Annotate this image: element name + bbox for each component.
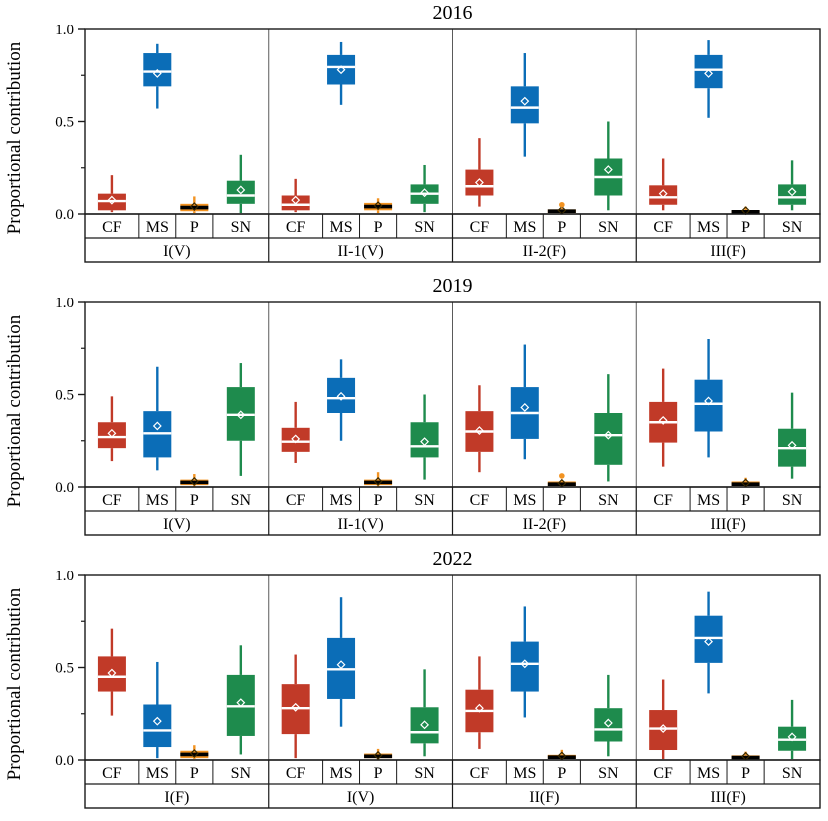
svg-text:MS: MS: [513, 765, 536, 782]
svg-text:0.5: 0.5: [55, 388, 74, 404]
svg-text:MS: MS: [513, 219, 536, 236]
svg-text:CF: CF: [653, 219, 673, 236]
svg-text:0.5: 0.5: [55, 661, 74, 677]
svg-text:I(V): I(V): [347, 789, 375, 806]
svg-text:II-2(F): II-2(F): [523, 243, 567, 260]
svg-text:MS: MS: [146, 765, 169, 782]
panel-2016: 2016 Proportional contribution 0.0 0.5 1.0…: [0, 2, 828, 275]
svg-text:CF: CF: [102, 765, 122, 782]
svg-text:P: P: [190, 765, 199, 782]
svg-text:SN: SN: [598, 219, 619, 236]
svg-text:SN: SN: [231, 765, 252, 782]
svg-text:CF: CF: [470, 765, 490, 782]
svg-text:II-2(F): II-2(F): [523, 516, 567, 533]
svg-text:0.0: 0.0: [55, 753, 74, 769]
svg-text:P: P: [374, 492, 383, 509]
svg-text:I(V): I(V): [163, 516, 191, 533]
svg-text:P: P: [374, 765, 383, 782]
svg-text:MS: MS: [513, 492, 536, 509]
svg-text:CF: CF: [470, 219, 490, 236]
svg-text:MS: MS: [697, 219, 720, 236]
svg-text:SN: SN: [782, 765, 803, 782]
svg-text:SN: SN: [231, 492, 252, 509]
svg-text:CF: CF: [286, 765, 306, 782]
svg-text:P: P: [374, 219, 383, 236]
svg-text:1.0: 1.0: [55, 25, 74, 38]
svg-text:MS: MS: [329, 219, 352, 236]
panel-2022-plot: 0.0 0.5 1.0 CF MS P SN I(F) CF MS P SN I(V) CF MS P SN II…: [55, 571, 821, 809]
svg-text:SN: SN: [782, 492, 803, 509]
svg-text:MS: MS: [329, 765, 352, 782]
svg-text:SN: SN: [598, 765, 619, 782]
svg-text:1.0: 1.0: [55, 298, 74, 311]
svg-text:CF: CF: [653, 492, 673, 509]
svg-text:SN: SN: [782, 219, 803, 236]
svg-text:SN: SN: [598, 492, 619, 509]
svg-text:CF: CF: [102, 219, 122, 236]
svg-text:SN: SN: [414, 219, 435, 236]
svg-text:P: P: [741, 219, 750, 236]
svg-text:MS: MS: [146, 492, 169, 509]
panel-2019-title: 2019: [432, 275, 473, 297]
svg-text:P: P: [557, 219, 566, 236]
svg-text:MS: MS: [697, 765, 720, 782]
svg-text:MS: MS: [329, 492, 352, 509]
svg-text:P: P: [190, 492, 199, 509]
svg-text:II-1(V): II-1(V): [338, 243, 384, 260]
svg-text:SN: SN: [414, 765, 435, 782]
svg-text:III(F): III(F): [710, 516, 746, 533]
svg-text:III(F): III(F): [710, 789, 746, 806]
svg-text:I(V): I(V): [163, 243, 191, 260]
svg-text:SN: SN: [231, 219, 252, 236]
svg-text:P: P: [557, 492, 566, 509]
svg-text:I(F): I(F): [164, 789, 189, 806]
svg-text:CF: CF: [470, 492, 490, 509]
svg-text:CF: CF: [653, 765, 673, 782]
svg-text:P: P: [741, 492, 750, 509]
svg-text:1.0: 1.0: [55, 571, 74, 584]
svg-text:0.0: 0.0: [55, 480, 74, 496]
svg-text:0.0: 0.0: [55, 207, 74, 223]
svg-text:CF: CF: [102, 492, 122, 509]
panel-2019: 2019 Proportional contribution 0.0 0.5 1.0…: [0, 275, 828, 548]
panel-2022-title: 2022: [432, 548, 473, 570]
svg-text:MS: MS: [146, 219, 169, 236]
panel-2016-plot: 0.0 0.5 1.0 CF MS P SN I(V) CF MS P SN II-1(V) CF MS P S…: [55, 25, 821, 263]
svg-text:II-1(V): II-1(V): [338, 516, 384, 533]
svg-text:0.5: 0.5: [55, 115, 74, 131]
svg-text:SN: SN: [414, 492, 435, 509]
svg-text:MS: MS: [697, 492, 720, 509]
svg-text:III(F): III(F): [710, 243, 746, 260]
panel-2022: 2022 Proportional contribution 0.0 0.5 1.0…: [0, 548, 828, 821]
svg-text:CF: CF: [286, 492, 306, 509]
svg-text:II(F): II(F): [529, 789, 559, 806]
svg-text:CF: CF: [286, 219, 306, 236]
svg-text:P: P: [190, 219, 199, 236]
svg-text:P: P: [557, 765, 566, 782]
panel-2019-plot: 0.0 0.5 1.0 CF MS P SN I(V) CF MS P SN II-1(V) CF MS P S…: [55, 298, 821, 536]
svg-text:P: P: [741, 765, 750, 782]
panel-2016-title: 2016: [432, 2, 473, 24]
